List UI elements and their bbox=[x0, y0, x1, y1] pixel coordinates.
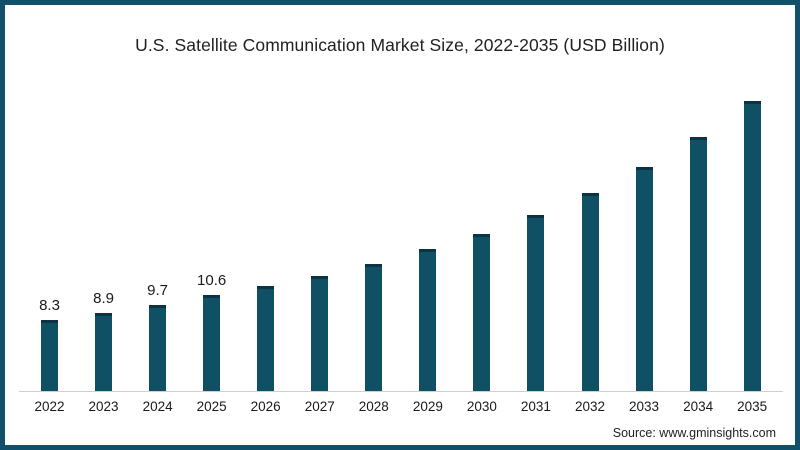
bar-2025 bbox=[203, 295, 221, 391]
value-label-2024: 9.7 bbox=[147, 282, 169, 299]
bar-2022 bbox=[41, 320, 58, 391]
x-tick-2034: 2034 bbox=[683, 399, 714, 414]
x-axis-line bbox=[19, 391, 783, 392]
bar-2035 bbox=[743, 101, 761, 391]
x-tick-2023: 2023 bbox=[88, 399, 119, 414]
bar-2032 bbox=[581, 193, 599, 391]
bar-2029 bbox=[419, 249, 437, 391]
x-tick-2029: 2029 bbox=[412, 399, 443, 414]
value-label-2022: 8.3 bbox=[39, 297, 60, 314]
bar-2026 bbox=[257, 286, 275, 391]
bar-2030 bbox=[473, 234, 491, 391]
bar-2031 bbox=[527, 215, 545, 391]
x-tick-2031: 2031 bbox=[520, 399, 551, 414]
x-tick-2022: 2022 bbox=[34, 399, 65, 414]
x-tick-2035: 2035 bbox=[737, 399, 768, 414]
bar-2027 bbox=[311, 276, 329, 391]
bar-2034 bbox=[689, 137, 707, 391]
x-tick-2026: 2026 bbox=[250, 399, 281, 414]
bar-2023 bbox=[95, 313, 113, 391]
bar-2024 bbox=[149, 305, 167, 391]
plot-area: 8.3 2022 8.9 2023 9.7 2024 10.6 2025 2026 2027 202… bbox=[5, 5, 795, 445]
x-tick-2027: 2027 bbox=[304, 399, 335, 414]
value-label-2023: 8.9 bbox=[93, 290, 114, 307]
x-tick-2025: 2025 bbox=[196, 399, 227, 414]
value-label-2025: 10.6 bbox=[197, 272, 227, 289]
chart-title: U.S. Satellite Communication Market Size… bbox=[135, 35, 665, 55]
x-tick-2028: 2028 bbox=[358, 399, 389, 414]
x-tick-2033: 2033 bbox=[629, 399, 660, 414]
x-tick-2030: 2030 bbox=[466, 399, 497, 414]
bar-2033 bbox=[635, 167, 653, 391]
x-tick-2032: 2032 bbox=[574, 399, 606, 414]
source-attribution: Source: www.gminsights.com bbox=[612, 426, 776, 440]
bar-2028 bbox=[365, 264, 383, 391]
x-tick-2024: 2024 bbox=[142, 399, 173, 414]
